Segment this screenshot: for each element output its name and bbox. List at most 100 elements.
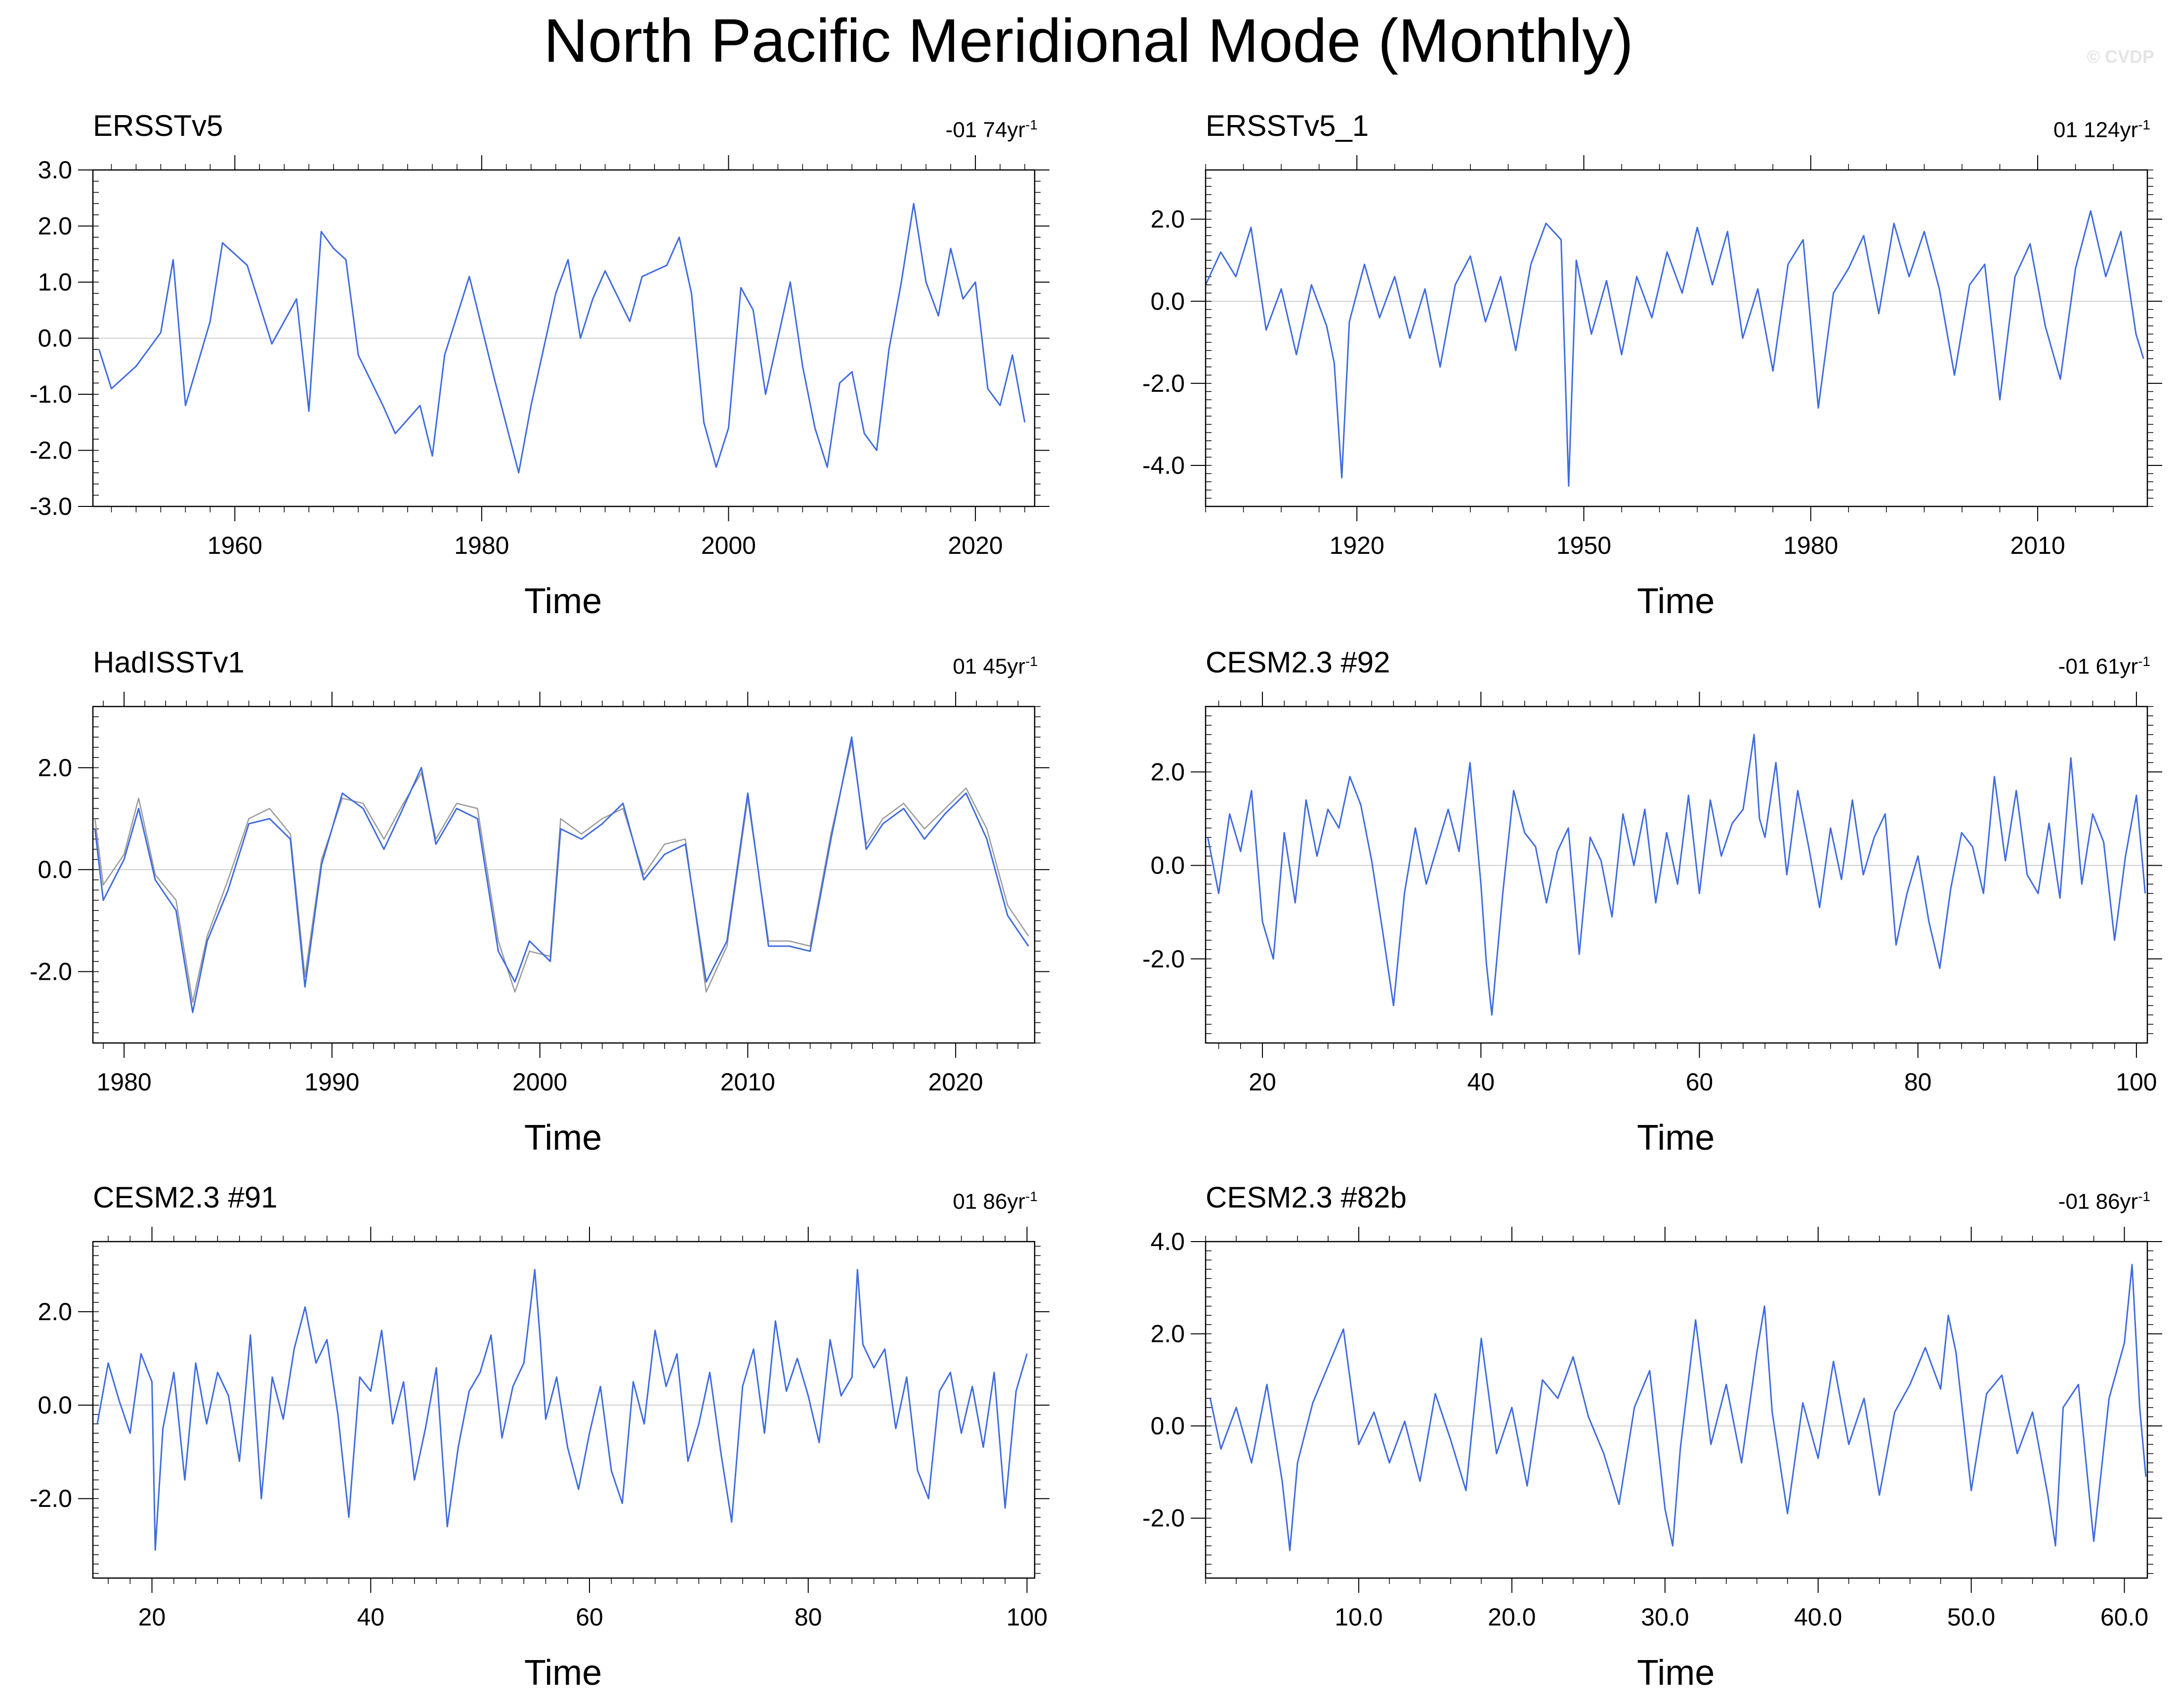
trend-value: 01 124yr	[2053, 118, 2138, 142]
x-tick-label: 60.0	[2100, 1603, 2148, 1631]
y-tick-label: 0.0	[1150, 1412, 1185, 1440]
trend-value: 01 86yr	[953, 1189, 1026, 1214]
x-axis-label: Time	[524, 1118, 602, 1158]
x-axis-label: Time	[524, 582, 602, 621]
trend-label: -01 86yr-1	[2058, 1183, 2150, 1215]
y-tick-label: -2.0	[30, 958, 72, 986]
y-tick-label: -2.0	[1142, 945, 1185, 973]
x-tick-label: 2000	[701, 532, 756, 559]
plot-frame	[92, 1241, 1036, 1579]
panel-title: CESM2.3 #91	[93, 1181, 278, 1214]
x-tick-label: 100	[1006, 1603, 1047, 1631]
x-tick-label: 1990	[304, 1068, 359, 1096]
y-tick-label: 2.0	[1150, 1320, 1185, 1348]
panel-cesm-82b: CESM2.3 #82b -01 86yr-1 Time -2.0 0.0 2.0 4…	[1142, 1181, 2162, 1693]
figure-title: North Pacific Meridional Mode (Monthly)	[544, 7, 1633, 75]
trend-exponent: -1	[2138, 1189, 2150, 1204]
y-tick-label: -2.0	[1142, 370, 1185, 397]
trend-label: -01 61yr-1	[2058, 648, 2150, 680]
x-tick-label: 60	[576, 1603, 603, 1631]
plot-frame	[1205, 169, 2148, 507]
trend-label: 01 124yr-1	[2053, 112, 2150, 144]
x-tick-label: 30.0	[1641, 1603, 1689, 1631]
panel-title: CESM2.3 #92	[1206, 646, 1390, 679]
x-tick-label: 2020	[928, 1068, 983, 1096]
y-tick-label: -3.0	[30, 493, 72, 520]
x-tick-label: 2010	[2010, 532, 2065, 559]
plot-frame	[1205, 1241, 2148, 1579]
y-tick-label: -4.0	[1142, 452, 1185, 479]
x-tick-label: 1980	[96, 1068, 151, 1096]
panel-ersstv5: ERSSTv5 -01 74yr-1 Time -3.0 -2.0 -1.0 0.0 1…	[30, 109, 1049, 621]
x-tick-label: 80	[795, 1603, 822, 1631]
y-tick-label: -1.0	[30, 380, 72, 408]
panel-title: ERSSTv5_1	[1206, 109, 1369, 142]
plot-frame	[1205, 706, 2148, 1044]
series-line	[98, 203, 1026, 474]
panel-ersstv5-1: ERSSTv5_1 01 124yr-1 Time -4.0 -2.0 0.0 2.0…	[1142, 109, 2162, 621]
y-tick-label: 0.0	[38, 325, 72, 352]
panel-cesm-92: CESM2.3 #92 -01 61yr-1 Time -2.0 0.0 2.0 20…	[1142, 646, 2162, 1158]
x-tick-label: 20	[138, 1603, 166, 1631]
y-tick-label: 2.0	[1150, 206, 1185, 233]
trend-label: -01 74yr-1	[946, 112, 1038, 144]
x-tick-label: 40	[1467, 1068, 1495, 1096]
plot-frame	[92, 706, 1036, 1044]
trend-label: 01 45yr-1	[953, 648, 1038, 680]
x-tick-label: 80	[1904, 1068, 1932, 1096]
x-tick-label: 40.0	[1794, 1603, 1842, 1631]
y-tick-label: -2.0	[30, 437, 72, 464]
y-tick-label: 3.0	[38, 156, 72, 184]
y-tick-label: -2.0	[30, 1485, 72, 1512]
plot-area: -3.0 -2.0 -1.0 0.0 1.0 2.0 3.0 1960 1980 2000 2020	[30, 155, 1049, 559]
plot-area: -2.0 0.0 2.0 4.0 10.0 20.0 30.0 40.0 50.0 60.0	[1142, 1227, 2162, 1631]
y-tick-label: -2.0	[1142, 1504, 1185, 1532]
trend-value: 01 45yr	[953, 654, 1026, 679]
x-tick-label: 2000	[512, 1068, 567, 1096]
panel-cesm-91: CESM2.3 #91 01 86yr-1 Time -2.0 0.0 2.0 20 4…	[30, 1181, 1049, 1693]
trend-exponent: -1	[2138, 117, 2150, 132]
trend-exponent: -1	[2138, 654, 2150, 669]
plot-area: -2.0 0.0 2.0 1980 1990 2000 2010 2020	[30, 692, 1049, 1096]
x-tick-label: 1980	[1783, 532, 1838, 559]
cvdp-watermark: © CVDP	[2087, 46, 2154, 67]
plot-area: -2.0 0.0 2.0 20 40 60 80 100	[30, 1227, 1049, 1631]
x-tick-label: 100	[2116, 1068, 2157, 1096]
x-tick-label: 1960	[208, 532, 262, 559]
y-tick-label: 1.0	[38, 268, 72, 296]
x-tick-label: 2020	[948, 532, 1003, 559]
y-tick-label: 0.0	[38, 1391, 72, 1419]
y-tick-label: 2.0	[1150, 758, 1185, 786]
series-line	[94, 736, 1029, 1013]
x-tick-label: 40	[357, 1603, 384, 1631]
y-tick-label: 4.0	[1150, 1228, 1185, 1255]
trend-value: -01 61yr	[2058, 654, 2138, 679]
trend-exponent: -1	[1025, 654, 1038, 669]
y-tick-label: 2.0	[38, 212, 72, 240]
series-line	[1209, 1264, 2147, 1551]
trend-exponent: -1	[1025, 1189, 1038, 1204]
x-tick-label: 1920	[1330, 532, 1384, 559]
x-axis-label: Time	[1637, 1653, 1715, 1693]
reference-series-line	[94, 741, 1029, 1003]
series-line	[1207, 734, 2146, 1016]
x-axis-label: Time	[1637, 1118, 1715, 1158]
series-line	[96, 1269, 1028, 1551]
x-tick-label: 10.0	[1335, 1603, 1382, 1631]
trend-label: 01 86yr-1	[953, 1183, 1038, 1215]
y-tick-label: 0.0	[1150, 852, 1185, 879]
trend-value: -01 86yr	[2058, 1189, 2138, 1214]
x-tick-label: 1950	[1556, 532, 1611, 559]
series-line	[1205, 210, 2144, 487]
x-tick-label: 20	[1249, 1068, 1276, 1096]
x-tick-label: 20.0	[1488, 1603, 1536, 1631]
trend-value: -01 74yr	[945, 118, 1026, 142]
x-tick-label: 50.0	[1947, 1603, 1995, 1631]
plot-area: -2.0 0.0 2.0 20 40 60 80 100	[1142, 692, 2162, 1096]
plot-frame	[92, 169, 1036, 507]
x-axis-label: Time	[1637, 582, 1715, 621]
x-tick-label: 60	[1686, 1068, 1714, 1096]
x-tick-label: 2010	[720, 1068, 775, 1096]
x-axis-label: Time	[524, 1653, 602, 1693]
